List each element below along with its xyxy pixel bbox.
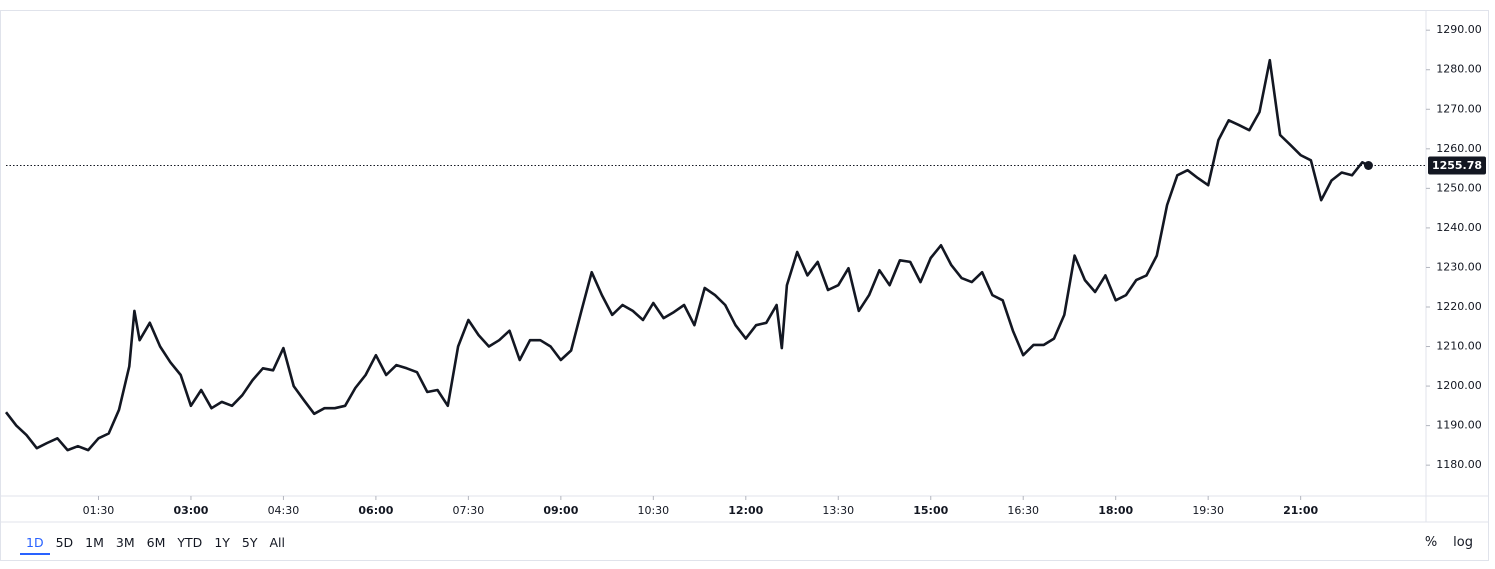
y-tick-label: 1190.00 <box>1436 419 1482 432</box>
last-point <box>1363 161 1373 171</box>
y-tick-label: 1280.00 <box>1436 63 1482 76</box>
y-tick-label: 1210.00 <box>1436 340 1482 353</box>
x-tick-label: 13:30 <box>822 504 854 517</box>
range-button[interactable]: 6M <box>146 535 166 550</box>
x-tick-label: 01:30 <box>83 504 115 517</box>
y-tick-label: 1270.00 <box>1436 102 1482 115</box>
x-tick-label: 15:00 <box>913 504 948 517</box>
range-button[interactable]: All <box>269 535 286 550</box>
scale-options: % log <box>1425 533 1473 553</box>
x-tick-label: 03:00 <box>173 504 208 517</box>
range-button[interactable]: YTD <box>177 535 203 550</box>
last-price-badge <box>1428 156 1486 175</box>
y-tick-label: 1290.00 <box>1436 23 1482 36</box>
range-button[interactable]: 1Y <box>214 535 230 550</box>
range-toolbar: 1D 5D 1M 3M 6M YTD 1Y 5Y All <box>20 533 291 555</box>
y-tick-label: 1240.00 <box>1436 221 1482 234</box>
frame <box>0 10 1489 561</box>
x-tick-label: 21:00 <box>1283 504 1318 517</box>
scale-button[interactable]: % <box>1424 535 1438 550</box>
range-button[interactable]: 3M <box>115 535 135 550</box>
y-tick-label: 1260.00 <box>1436 142 1482 155</box>
last-price-label: 1255.78 <box>1432 159 1482 172</box>
price-line <box>4 58 1370 452</box>
range-button[interactable]: 1D <box>20 533 50 555</box>
x-tick-label: 16:30 <box>1007 504 1039 517</box>
range-button[interactable]: 1M <box>85 535 104 550</box>
y-tick-label: 1220.00 <box>1436 300 1482 313</box>
x-tick-label: 12:00 <box>728 504 763 517</box>
x-tick-label: 09:00 <box>543 504 578 517</box>
y-tick-label: 1200.00 <box>1436 379 1482 392</box>
x-tick-label: 19:30 <box>1192 504 1224 517</box>
x-tick-label: 18:00 <box>1098 504 1133 517</box>
scale-button[interactable]: log <box>1453 535 1473 550</box>
x-tick-label: 10:30 <box>637 504 669 517</box>
y-tick-label: 1230.00 <box>1436 260 1482 273</box>
x-tick-label: 07:30 <box>453 504 485 517</box>
range-button[interactable]: 5Y <box>241 535 258 550</box>
y-tick-label: 1250.00 <box>1436 181 1482 194</box>
x-tick-label: 06:00 <box>358 504 393 517</box>
range-button[interactable]: 5D <box>55 535 74 550</box>
y-tick-label: 1180.00 <box>1436 458 1482 471</box>
x-tick-label: 04:30 <box>268 504 300 517</box>
